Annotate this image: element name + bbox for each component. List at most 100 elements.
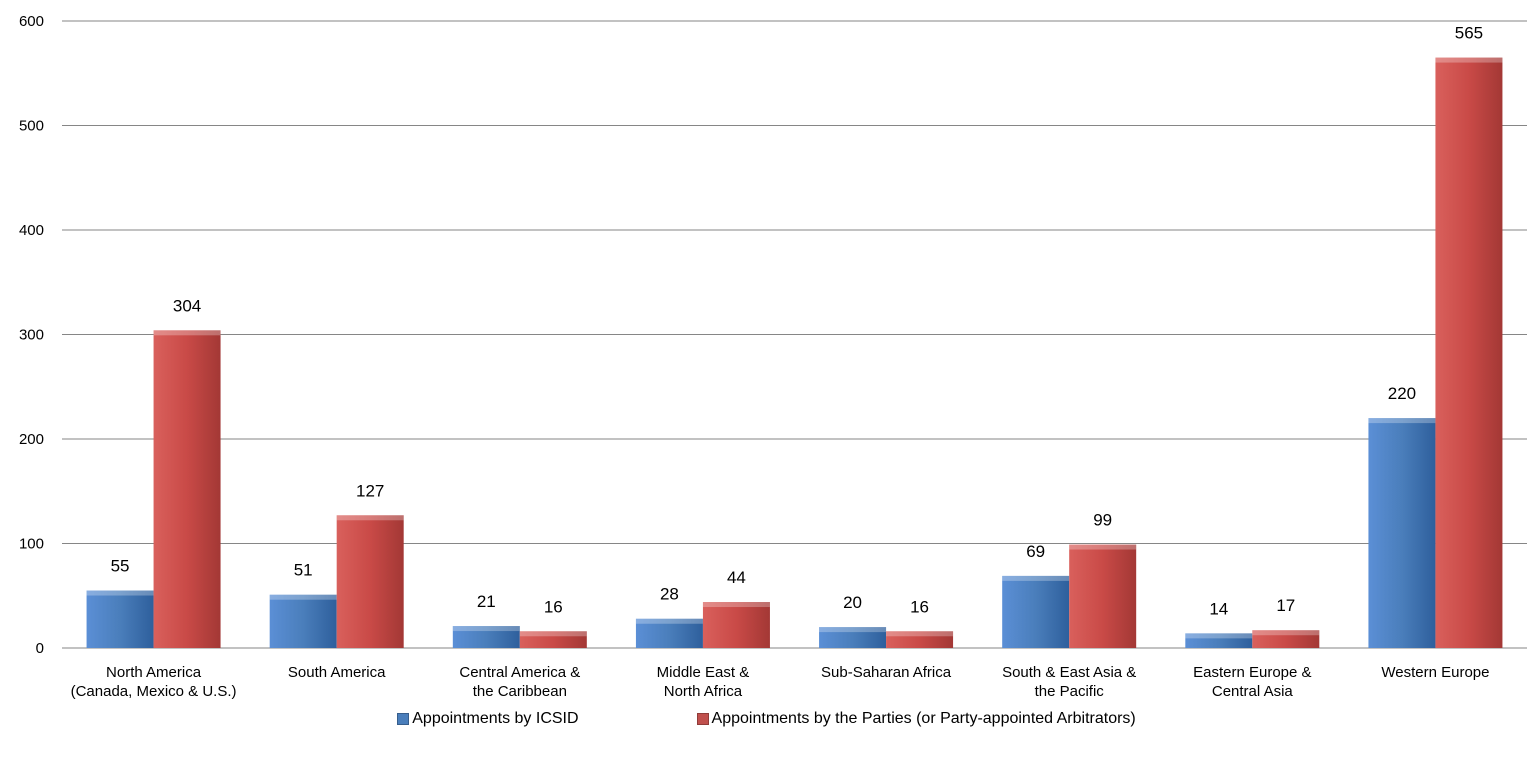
- legend-item-parties: Appointments by the Parties (or Party-ap…: [696, 710, 1136, 728]
- bar-body: [269, 594, 337, 648]
- x-tick-label: South & East Asia & the Pacific: [1002, 664, 1136, 700]
- bar-body: [336, 515, 404, 648]
- x-tick-label: North America (Canada, Mexico & U.S.): [71, 664, 237, 700]
- bar-body: [1435, 57, 1503, 648]
- bar-bevel: [1435, 57, 1503, 63]
- y-tick-label: 600: [19, 13, 44, 30]
- bar-parties: [519, 631, 587, 648]
- bar-icsid: [269, 594, 337, 648]
- bar-bevel: [1069, 544, 1137, 550]
- x-tick-label-line: North America: [106, 664, 202, 681]
- x-tick-label-line: South & East Asia &: [1002, 664, 1136, 681]
- x-tick-label-line: North Africa: [664, 683, 743, 700]
- x-tick-label-line: Central America &: [459, 664, 580, 681]
- legend-label-parties: Appointments by the Parties (or Party-ap…: [711, 710, 1136, 727]
- bar-bevel: [336, 515, 404, 521]
- bar-body: [702, 602, 770, 648]
- bar-body: [1002, 575, 1070, 648]
- bar-bevel: [1368, 418, 1436, 424]
- bar-bevel: [635, 618, 703, 624]
- bar-icsid: [635, 618, 703, 648]
- bar-icsid: [86, 590, 154, 648]
- bar-body: [635, 618, 703, 648]
- bar-body: [1368, 418, 1436, 648]
- data-label-icsid: 14: [1209, 599, 1228, 618]
- data-label-parties: 99: [1093, 511, 1112, 530]
- legend-item-icsid: Appointments by ICSID: [397, 710, 579, 728]
- bar-bevel: [153, 330, 221, 336]
- bar-parties: [1435, 57, 1503, 648]
- x-tick-label-line: Sub-Saharan Africa: [821, 664, 952, 681]
- bar-body: [1069, 544, 1137, 648]
- bar-bevel: [1252, 630, 1320, 636]
- bar-bevel: [819, 627, 887, 633]
- data-label-icsid: 21: [477, 592, 496, 611]
- data-label-parties: 16: [544, 597, 563, 616]
- data-label-icsid: 220: [1388, 384, 1416, 403]
- bar-body: [519, 631, 587, 648]
- y-axis-ticks: 0 100 200 300 400 500 600: [19, 13, 44, 657]
- bar-body: [1185, 633, 1253, 648]
- bar-bevel: [1002, 575, 1070, 581]
- y-tick-label: 100: [19, 536, 44, 553]
- y-tick-label: 500: [19, 118, 44, 135]
- bar-bevel: [269, 594, 337, 600]
- bar-icsid: [452, 626, 520, 648]
- legend-swatch-parties: [696, 713, 709, 725]
- x-tick-label-line: (Canada, Mexico & U.S.): [71, 683, 237, 700]
- x-tick-label-line: South America: [288, 664, 386, 681]
- legend: Appointments by ICSID Appointments by th…: [0, 708, 1533, 730]
- data-label-parties: 44: [727, 568, 746, 587]
- bar-bevel: [702, 602, 770, 608]
- bar-parties: [702, 602, 770, 648]
- y-tick-label: 400: [19, 222, 44, 239]
- bar-parties: [1252, 630, 1320, 648]
- bar-parties: [886, 631, 954, 648]
- bar-body: [153, 330, 221, 648]
- bars: [86, 57, 1503, 648]
- data-labels: 55 304 51 127 21 16 28 44 20 16 69 99 14 17 220 565: [111, 24, 1484, 619]
- y-tick-label: 0: [36, 640, 44, 657]
- data-label-icsid: 28: [660, 585, 679, 604]
- data-label-parties: 17: [1276, 596, 1295, 615]
- gridlines: [62, 20, 1527, 649]
- x-tick-label: Eastern Europe & Central Asia: [1193, 664, 1311, 700]
- x-tick-label-line: the Pacific: [1035, 683, 1105, 700]
- data-label-icsid: 20: [843, 593, 862, 612]
- x-tick-label-line: Middle East &: [657, 664, 750, 681]
- bar-parties: [1069, 544, 1137, 648]
- bar-body: [452, 626, 520, 648]
- data-label-parties: 565: [1455, 24, 1483, 43]
- x-tick-label-line: Central Asia: [1212, 683, 1294, 700]
- x-tick-label: Central America & the Caribbean: [459, 664, 580, 700]
- bar-icsid: [1368, 418, 1436, 648]
- legend-label-icsid: Appointments by ICSID: [412, 710, 579, 727]
- bar-body: [819, 627, 887, 648]
- x-tick-label-line: the Caribbean: [473, 683, 567, 700]
- bar-body: [886, 631, 954, 648]
- x-tick-label: Western Europe: [1381, 664, 1489, 681]
- x-tick-label: Middle East & North Africa: [657, 664, 750, 700]
- x-tick-label: South America: [288, 664, 386, 681]
- bar-icsid: [1002, 575, 1070, 648]
- bar-icsid: [819, 627, 887, 648]
- data-label-icsid: 51: [294, 561, 313, 580]
- bar-parties: [336, 515, 404, 648]
- data-label-parties: 16: [910, 597, 929, 616]
- x-axis-ticks: North America (Canada, Mexico & U.S.) Sout…: [71, 664, 1490, 700]
- bar-icsid: [1185, 633, 1253, 648]
- bar-body: [86, 590, 154, 648]
- bar-body: [1252, 630, 1320, 648]
- bar-bevel: [86, 590, 154, 596]
- bar-bevel: [519, 631, 587, 637]
- x-tick-label-line: Western Europe: [1381, 664, 1489, 681]
- bar-parties: [153, 330, 221, 648]
- x-tick-label-line: Eastern Europe &: [1193, 664, 1311, 681]
- data-label-parties: 127: [356, 481, 384, 500]
- x-tick-label: Sub-Saharan Africa: [821, 664, 952, 681]
- bar-bevel: [1185, 633, 1253, 639]
- data-label-parties: 304: [173, 296, 201, 315]
- y-tick-label: 200: [19, 431, 44, 448]
